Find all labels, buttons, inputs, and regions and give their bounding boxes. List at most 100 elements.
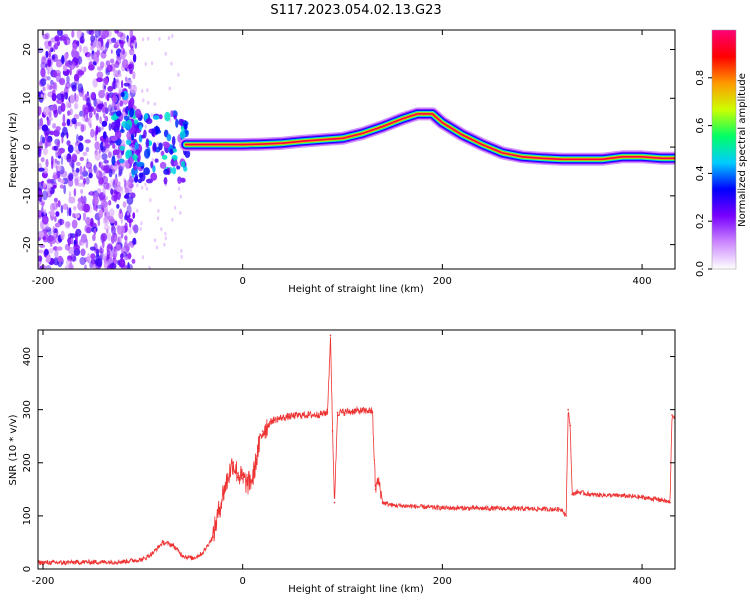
snr-point	[333, 501, 336, 504]
noise-cell	[157, 208, 160, 213]
snr-point	[62, 561, 64, 564]
snr-point	[266, 424, 269, 427]
noise-cell	[44, 249, 49, 256]
noise-cell	[66, 140, 71, 146]
colorbar-tick-label: 0.0	[695, 261, 706, 277]
noise-cell	[86, 30, 93, 35]
noise-cell	[113, 77, 116, 84]
noise-cell	[124, 241, 127, 249]
noise-cell	[124, 235, 128, 241]
noise-cell	[40, 78, 47, 87]
transition-cell	[125, 149, 133, 158]
transition-cell	[119, 100, 123, 107]
noise-cell	[66, 118, 71, 126]
noise-cell	[47, 187, 50, 197]
noise-cell	[115, 73, 122, 78]
noise-cell	[164, 51, 167, 56]
snr-x-tick-label: -200	[32, 576, 55, 587]
noise-cell	[117, 260, 120, 266]
noise-cell	[116, 204, 120, 209]
noise-cell	[68, 191, 72, 199]
noise-cell	[73, 93, 79, 103]
snr-point	[571, 493, 573, 496]
noise-cell	[121, 47, 125, 55]
snr-y-ticks: 0 100 200 300 400	[22, 347, 675, 572]
noise-cell	[53, 109, 58, 118]
spectrogram-y-tick-label: -10	[22, 188, 33, 204]
noise-cell	[103, 101, 108, 109]
noise-cell	[180, 254, 183, 259]
noise-cell	[47, 234, 55, 242]
noise-cell	[96, 50, 100, 58]
noise-cell	[71, 43, 78, 50]
spectrogram-plot-area	[38, 30, 675, 269]
noise-cell	[60, 156, 64, 166]
noise-cell	[170, 61, 173, 66]
noise-cell	[50, 202, 55, 212]
snr-x-tick-label: 400	[633, 576, 652, 587]
snr-point	[152, 552, 154, 554]
noise-cell	[103, 85, 106, 90]
noise-cell	[68, 246, 75, 255]
noise-cell	[132, 237, 137, 245]
noise-cell	[155, 245, 159, 250]
noise-cell	[77, 202, 82, 210]
noise-cell	[60, 170, 68, 178]
noise-cell	[88, 172, 93, 179]
noise-cell	[82, 151, 88, 156]
figure-title: S117.2023.054.02.13.G23	[270, 3, 441, 18]
noise-cell	[141, 185, 144, 190]
noise-cell	[76, 30, 82, 39]
snr-point	[311, 414, 314, 416]
noise-cell	[74, 144, 78, 153]
noise-cell	[71, 49, 76, 58]
noise-cell	[65, 221, 71, 227]
noise-cell	[45, 140, 49, 149]
noise-cell	[83, 264, 88, 269]
noise-cell	[160, 227, 163, 232]
noise-cell	[62, 65, 68, 72]
noise-cell	[77, 70, 85, 76]
transition-cell	[183, 123, 188, 130]
noise-cell	[56, 93, 64, 100]
noise-cell	[86, 52, 94, 61]
noise-cell	[106, 64, 113, 73]
noise-cell	[67, 110, 71, 116]
snr-point	[246, 483, 249, 485]
spectrogram-panel: -200 0 200 400 -20 -10 0 10 20 Height of straig…	[8, 29, 676, 295]
noise-cell	[48, 64, 52, 75]
noise-cell	[54, 158, 58, 164]
noise-cell	[142, 98, 145, 103]
snr-point	[331, 430, 334, 432]
transition-cell	[159, 161, 167, 169]
noise-cell	[97, 219, 101, 227]
noise-cell	[85, 161, 93, 169]
noise-cell	[122, 58, 129, 69]
snr-point	[329, 334, 332, 337]
noise-cell	[39, 265, 44, 269]
noise-cell	[63, 33, 69, 39]
noise-cell	[47, 40, 52, 47]
noise-cell	[103, 224, 111, 231]
noise-cell	[147, 100, 150, 105]
snr-point	[82, 561, 84, 563]
spectrogram-heatmap	[38, 30, 675, 269]
noise-cell	[47, 138, 52, 147]
noise-cell	[123, 82, 130, 87]
noise-cell	[85, 256, 92, 262]
transition-cell	[161, 154, 168, 160]
noise-cell	[93, 166, 99, 173]
noise-cell	[54, 249, 59, 259]
noise-cell	[44, 140, 48, 150]
noise-cell	[86, 97, 91, 106]
transition-cell	[169, 148, 174, 155]
noise-cell	[56, 246, 63, 251]
noise-cell	[65, 61, 70, 67]
transition-cell	[181, 160, 186, 168]
noise-cell	[132, 53, 137, 63]
snr-point	[361, 409, 364, 412]
noise-cell	[109, 58, 115, 64]
noise-cell	[140, 221, 143, 226]
noise-cell	[107, 264, 113, 269]
noise-cell	[50, 47, 54, 52]
